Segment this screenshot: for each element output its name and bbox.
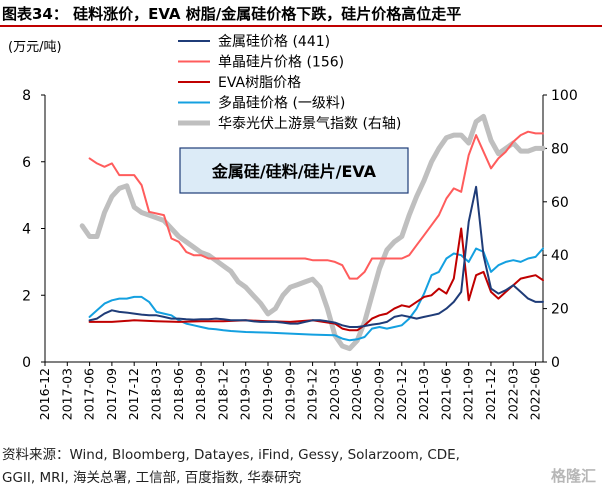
y-right-tick-label: 60 [551, 195, 569, 211]
x-tick-label: 2020-09 [371, 368, 386, 420]
x-tick-label: 2018-06 [171, 368, 186, 420]
series-line-0 [88, 185, 544, 328]
y-right-tick-label: 100 [551, 88, 578, 104]
annotation-text: 金属硅/硅料/硅片/EVA [211, 162, 377, 181]
y-right-tick-label: 80 [551, 141, 569, 157]
x-tick-label: 2019-12 [305, 368, 320, 420]
series-line-4 [79, 113, 546, 352]
x-tick-label: 2018-03 [148, 368, 163, 420]
y-right-tick-label: 20 [551, 302, 569, 318]
x-tick-label: 2018-09 [193, 368, 208, 420]
figure-title: 图表34： 硅料涨价，EVA 树脂/金属硅价格下跌，硅片价格高位走平 [0, 0, 602, 27]
y-left-tick-label: 4 [22, 222, 31, 238]
series-line-3 [88, 247, 544, 342]
x-tick-label: 2022-06 [528, 368, 543, 420]
annotation-box [179, 147, 409, 194]
y-left-tick-label: 2 [22, 288, 31, 304]
y-right-tick-label: 0 [551, 355, 560, 371]
source-line-2: GGII, MRI, 海关总署, 工信部, 百度指数, 华泰研究 [2, 470, 302, 486]
y-left-tick-label: 0 [22, 355, 31, 371]
x-tick-label: 2020-03 [327, 368, 342, 420]
x-tick-label: 2019-06 [260, 368, 275, 420]
legend-label-1: 单晶硅片价格 (156) [218, 55, 344, 71]
legend-label-3: 多晶硅价格 (一级料) [218, 95, 345, 112]
unit-label: (万元/吨) [8, 40, 62, 55]
x-tick-label: 2017-12 [126, 368, 141, 420]
x-tick-label: 2021-09 [461, 368, 476, 420]
legend-label-0: 金属硅价格 (441) [218, 34, 330, 50]
y-left-tick-label: 6 [22, 155, 31, 171]
y-right-tick-label: 40 [551, 248, 569, 264]
x-tick-label: 2018-12 [215, 368, 230, 420]
legend-label-4: 华泰光伏上游景气指数 (右轴) [218, 116, 401, 132]
x-tick-label: 2020-06 [349, 368, 364, 420]
x-tick-label: 2017-09 [104, 368, 119, 420]
x-tick-label: 2021-12 [483, 368, 498, 420]
y-left-tick-label: 8 [22, 88, 31, 104]
x-tick-label: 2022-03 [505, 368, 520, 420]
x-tick-label: 2019-09 [282, 368, 297, 420]
x-tick-label: 2017-06 [82, 368, 97, 420]
legend-label-2: EVA树脂价格 [218, 75, 301, 91]
x-tick-label: 2017-03 [59, 368, 74, 420]
source-line-1: 资料来源：Wind, Bloomberg, Datayes, iFind, Ge… [2, 447, 460, 463]
x-tick-label: 2016-12 [37, 368, 52, 420]
x-tick-label: 2021-03 [416, 368, 431, 420]
series-line-1 [88, 130, 544, 280]
x-tick-label: 2019-03 [238, 368, 253, 420]
x-tick-label: 2021-06 [438, 368, 453, 420]
x-tick-label: 2020-12 [394, 368, 409, 420]
watermark: 格隆汇 [550, 467, 596, 485]
